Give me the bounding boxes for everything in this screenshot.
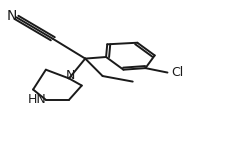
Text: Cl: Cl [172, 66, 184, 79]
Text: N: N [66, 69, 75, 82]
Text: HN: HN [28, 93, 46, 106]
Text: N: N [7, 9, 17, 23]
